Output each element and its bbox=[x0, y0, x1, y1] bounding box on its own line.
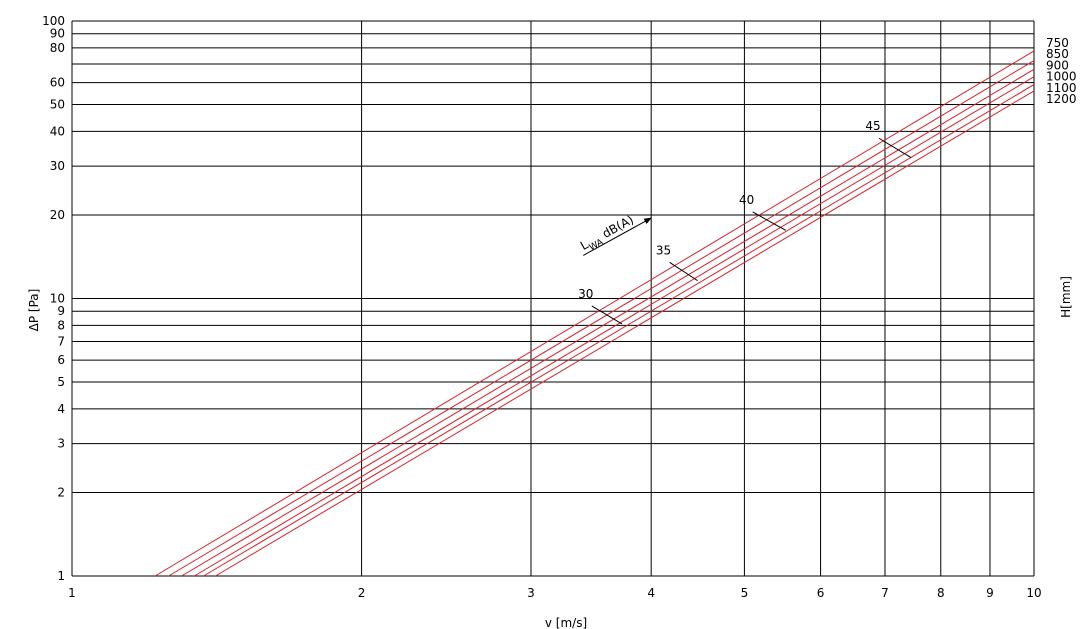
noise-isoline-label: 40 bbox=[739, 193, 754, 207]
x-tick-label: 4 bbox=[647, 586, 655, 600]
y-tick-label: 4 bbox=[57, 402, 65, 416]
y-tick-label: 40 bbox=[50, 124, 65, 138]
series-label: 750 bbox=[1046, 36, 1069, 50]
y-tick-label: 9 bbox=[57, 304, 65, 318]
series-line-850 bbox=[168, 60, 1035, 577]
x-tick-label: 3 bbox=[527, 586, 535, 600]
y-tick-label: 20 bbox=[50, 208, 65, 222]
y-axis-label: ΔP [Pa] bbox=[27, 289, 41, 332]
series-lines bbox=[154, 50, 1035, 577]
y-tick-label: 80 bbox=[50, 41, 65, 55]
x-tick-label: 9 bbox=[986, 586, 994, 600]
series-line-1200 bbox=[215, 90, 1035, 577]
y-tick-label: 8 bbox=[57, 318, 65, 332]
series-label: 850 bbox=[1046, 47, 1069, 61]
series-line-750 bbox=[154, 50, 1035, 577]
right-axis-label: H[mm] bbox=[1059, 276, 1073, 318]
x-tick-label: 5 bbox=[741, 586, 749, 600]
y-tick-label: 30 bbox=[50, 159, 65, 173]
y-tick-label: 1 bbox=[57, 569, 65, 583]
noise-annotation-text: LWA dB(A) bbox=[578, 213, 638, 257]
noise-arrow bbox=[583, 217, 653, 256]
x-tick-label: 2 bbox=[358, 586, 366, 600]
series-line-1100 bbox=[203, 84, 1035, 577]
series-label: 1000 bbox=[1046, 70, 1077, 84]
x-axis-label: v [m/s] bbox=[545, 616, 587, 629]
x-tick-label: 10 bbox=[1026, 586, 1041, 600]
noise-isoline bbox=[878, 137, 912, 158]
y-tick-label: 5 bbox=[57, 375, 65, 389]
y-tick-label: 90 bbox=[50, 27, 65, 41]
noise-isoline bbox=[752, 211, 786, 231]
grid bbox=[71, 20, 1035, 577]
series-label: 1200 bbox=[1046, 92, 1077, 106]
series-label: 900 bbox=[1046, 58, 1069, 72]
series-line-1000 bbox=[194, 76, 1035, 577]
y-tick-label: 10 bbox=[50, 292, 65, 306]
x-tick-label: 8 bbox=[937, 586, 945, 600]
noise-annotation: LWA dB(A) bbox=[578, 213, 653, 257]
noise-isoline-label: 45 bbox=[865, 119, 880, 133]
x-tick-label: 6 bbox=[817, 586, 825, 600]
x-tick-label: 1 bbox=[68, 586, 76, 600]
x-tick-label: 7 bbox=[881, 586, 889, 600]
noise-isoline bbox=[669, 261, 698, 282]
y-tick-label: 60 bbox=[50, 76, 65, 90]
series-line-900 bbox=[181, 68, 1035, 577]
noise-isoline bbox=[591, 305, 623, 325]
y-tick-label: 6 bbox=[57, 353, 65, 367]
noise-isoline-label: 35 bbox=[656, 243, 671, 257]
y-tick-label: 3 bbox=[57, 437, 65, 451]
noise-isoline-label: 30 bbox=[578, 287, 593, 301]
y-tick-label: 100 bbox=[42, 14, 65, 28]
series-label: 1100 bbox=[1046, 81, 1077, 95]
noise-isolines: 30 35 40 45 bbox=[578, 119, 912, 325]
y-tick-label: 7 bbox=[57, 334, 65, 348]
y-tick-label: 2 bbox=[57, 485, 65, 499]
y-tick-label: 50 bbox=[50, 98, 65, 112]
noise-annotation-rest: dB(A) bbox=[597, 213, 636, 243]
